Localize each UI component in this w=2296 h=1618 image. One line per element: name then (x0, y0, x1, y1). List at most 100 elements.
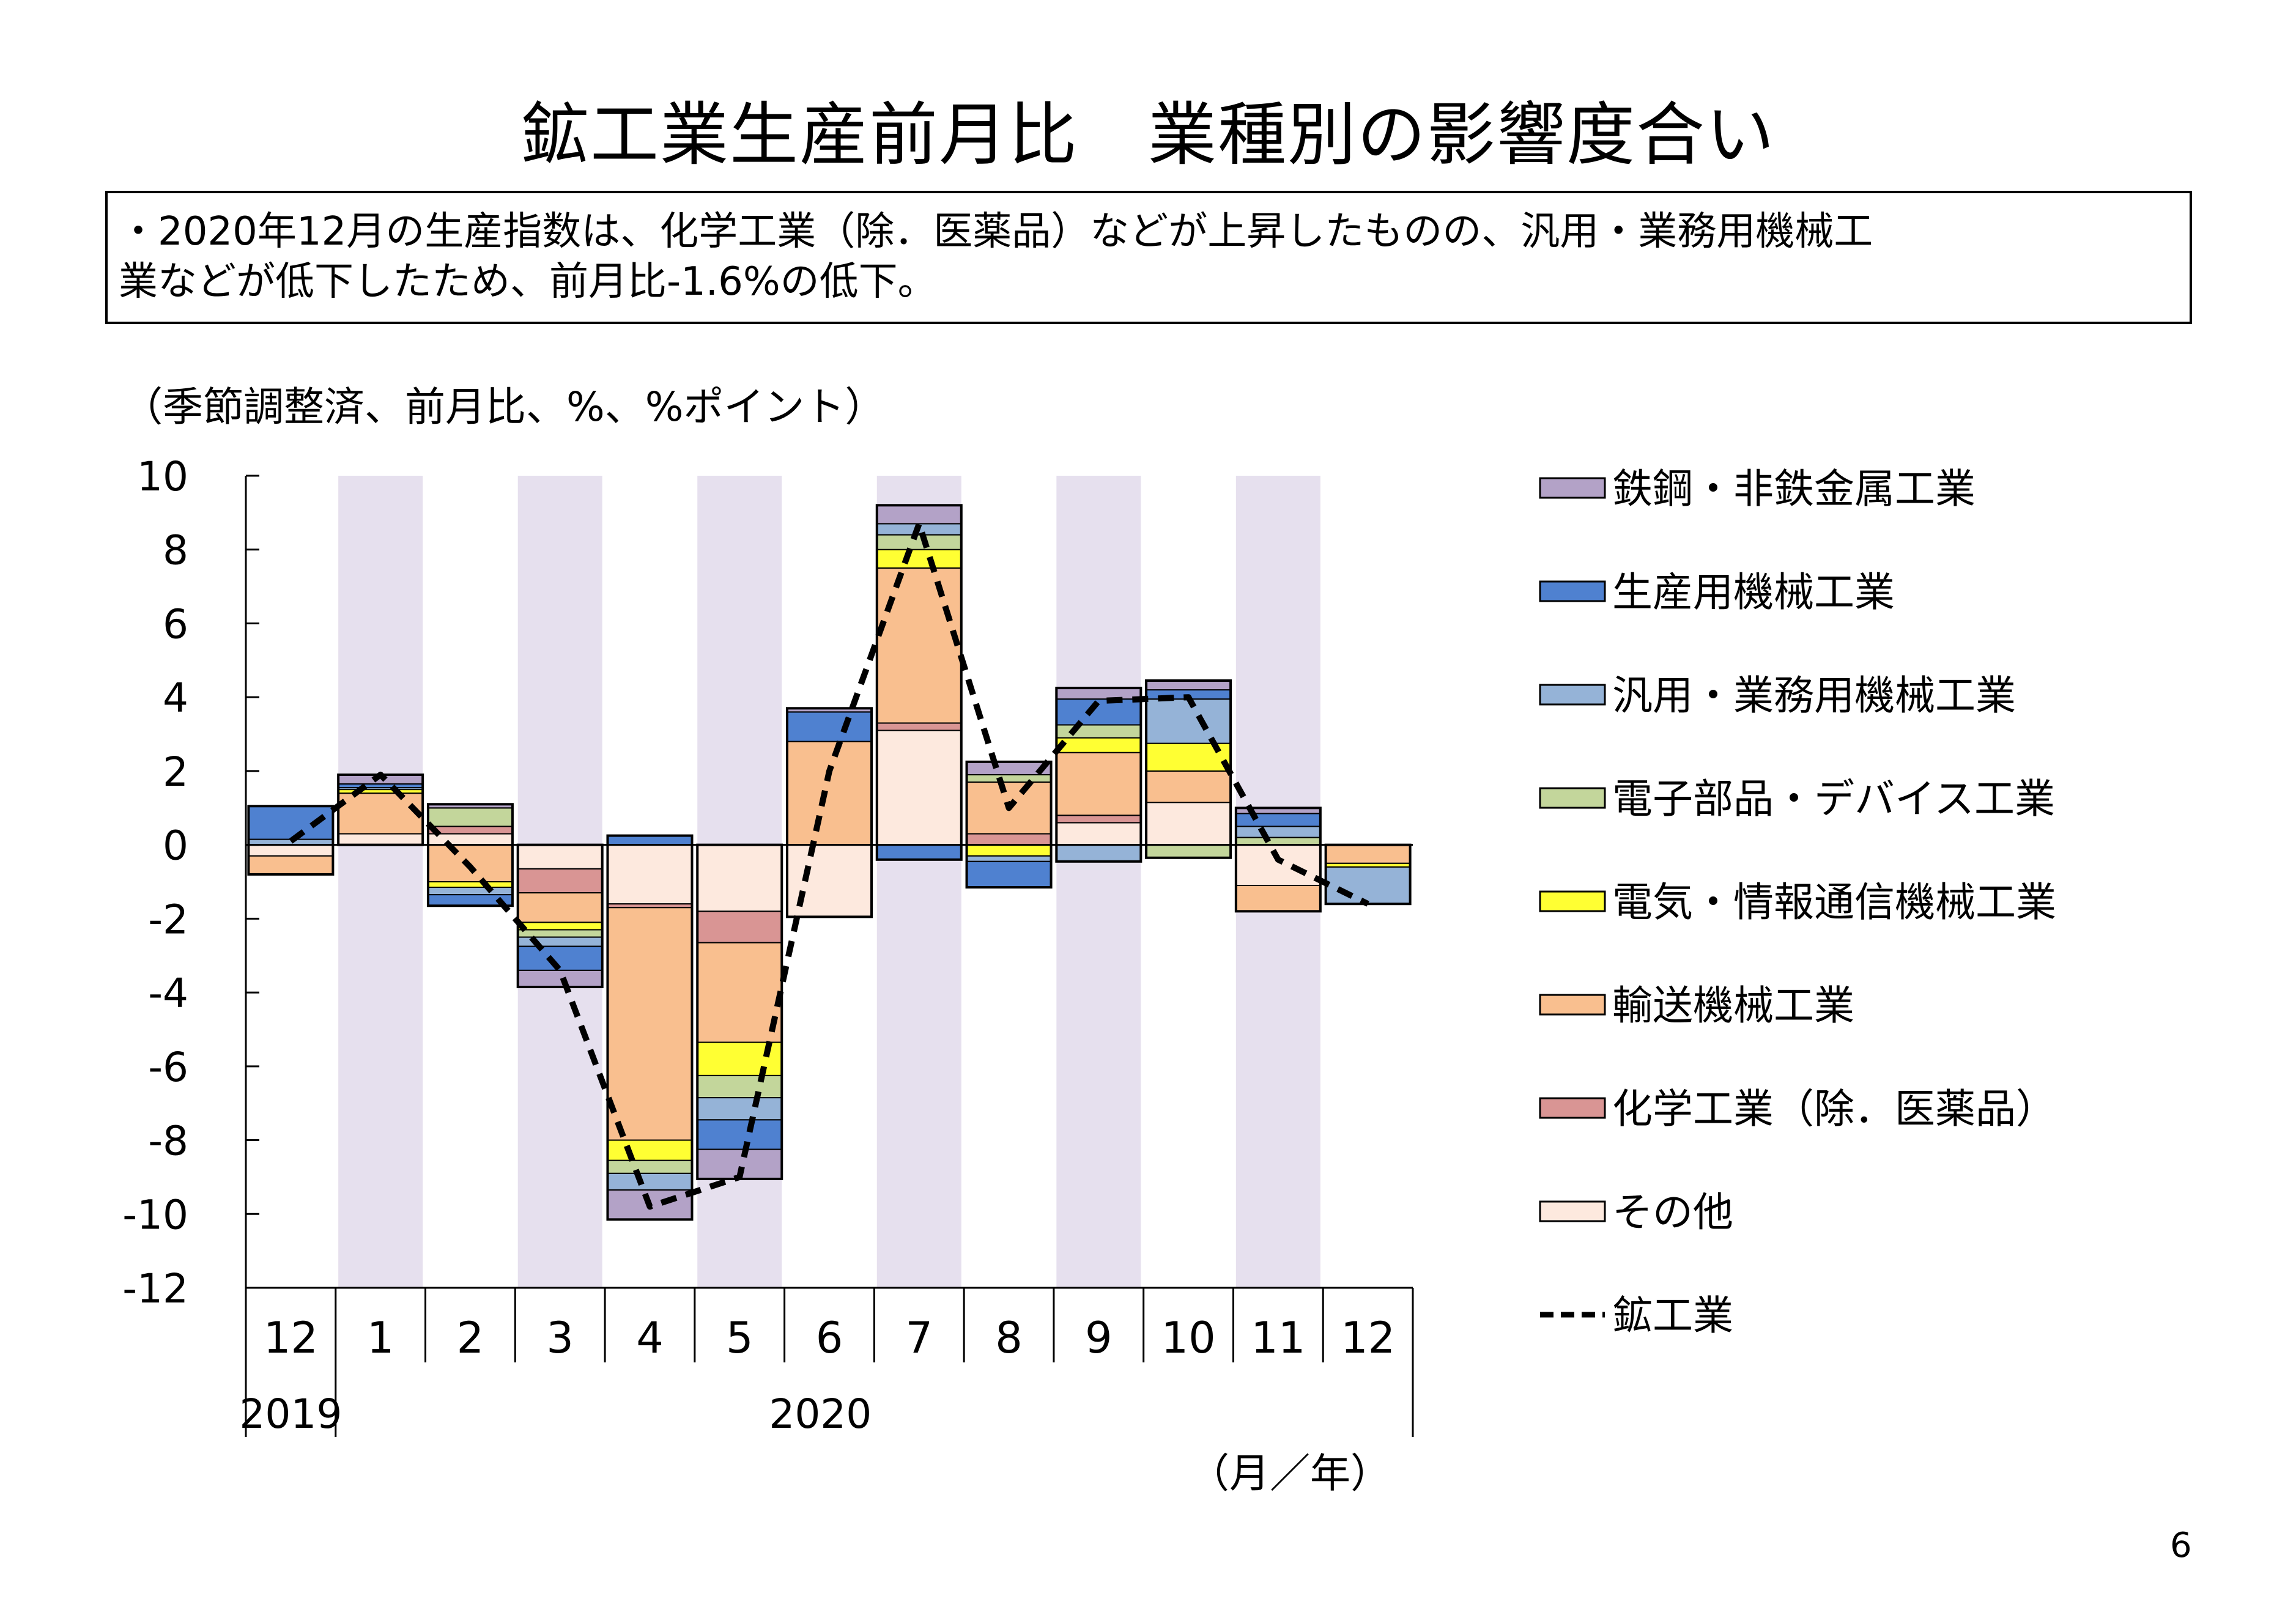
legend-swatch-3 (1539, 787, 1606, 809)
bar-segment-4-3 (517, 929, 603, 938)
y-tick-label: ‑6 (148, 1044, 188, 1091)
bar-segment-2-7 (876, 567, 962, 724)
bar-segment-1-3 (517, 868, 603, 894)
bar-segment-3-9 (1056, 737, 1142, 753)
y-tick-label: 2 (163, 748, 188, 796)
units-note: （季節調整済、前月比、%、%ポイント） (122, 383, 886, 430)
bar-segment-5-12 (1325, 866, 1411, 905)
bar-segment-3-3 (517, 922, 603, 931)
legend-swatch-4 (1539, 890, 1606, 912)
bar-segment-6-4 (607, 835, 693, 846)
bar-segment-4-2 (427, 807, 513, 827)
chart-axes (245, 475, 1414, 1437)
y-tick-label: ‑4 (148, 970, 188, 1017)
bar-segment-6-5 (697, 1119, 783, 1150)
bar-segment-3-2 (427, 881, 513, 888)
bar-segment-4-7 (876, 534, 962, 550)
bar-segment-6-8 (966, 860, 1052, 888)
x-unit-label: （月／年） (1189, 1450, 1391, 1497)
mining-line (289, 520, 1369, 1210)
legend-label-7: その他 (1612, 1189, 1733, 1236)
bar-segment-4-11 (1235, 837, 1321, 846)
y-tick-label: 6 (163, 600, 188, 648)
bar-segment-4-8 (966, 774, 1052, 783)
x-tick-label-10: 10 (1161, 1313, 1216, 1363)
bar-outline-6 (786, 707, 873, 918)
legend-label-3: 電子部品・デバイス工業 (1612, 775, 2055, 822)
bar-outline-4 (606, 834, 694, 1221)
legend-swatch-7 (1539, 1200, 1606, 1222)
legend-swatch-5 (1539, 994, 1606, 1016)
bar-segment-2-9 (1056, 752, 1142, 816)
summary-box: ・2020年12月の生産指数は、化学工業（除．医薬品）などが上昇したものの、汎用… (105, 191, 2192, 324)
bar-segment-5-11 (1235, 826, 1321, 838)
bar-segment-2-0 (248, 855, 334, 875)
y-tick-label: 10 (137, 453, 188, 500)
x-tick-label-1: 1 (367, 1313, 394, 1363)
bar-segment-0-0 (248, 844, 334, 857)
bar-segment-5-9 (1056, 844, 1142, 862)
bar-segment-0-11 (1235, 844, 1321, 887)
bar-segment-0-7 (876, 730, 962, 846)
legend-swatch-6 (1539, 1097, 1606, 1119)
bar-segment-2-5 (697, 942, 783, 1043)
y-tick-label: 8 (163, 527, 188, 574)
legend-label-8: 鉱工業 (1612, 1292, 1733, 1339)
x-tick-label-12: 12 (1341, 1313, 1395, 1363)
bar-segment-3-8 (966, 844, 1052, 857)
bar-segment-1-9 (1056, 815, 1142, 824)
year-label-1: 2020 (769, 1391, 872, 1438)
bar-segment-2-3 (517, 892, 603, 923)
x-tick-label-2: 2 (457, 1313, 484, 1363)
bar-segment-0-5 (697, 844, 783, 912)
bar-segment-5-10 (1146, 698, 1232, 744)
bar-segment-0-10 (1146, 802, 1232, 846)
x-tick-label-8: 8 (995, 1313, 1023, 1363)
bar-segment-6-11 (1235, 813, 1321, 827)
bar-outline-11 (1234, 807, 1322, 913)
bar-segment-4-4 (607, 1159, 693, 1174)
bar-segment-2-6 (787, 741, 872, 846)
x-tick-label-11: 11 (1251, 1313, 1305, 1363)
bar-outline-7 (875, 504, 963, 861)
legend-swatch-2 (1539, 684, 1606, 706)
x-tick-label-4: 4 (636, 1313, 664, 1363)
bar-outline-9 (1055, 687, 1142, 863)
bar-segment-0-2 (427, 833, 513, 846)
bar-segment-0-1 (338, 833, 424, 846)
y-tick-label: 0 (163, 822, 188, 870)
y-tick-label: ‑2 (148, 896, 188, 943)
y-tick-label: ‑10 (122, 1191, 188, 1238)
bar-segment-5-8 (966, 855, 1052, 862)
legend-label-2: 汎用・業務用機械工業 (1612, 672, 2016, 719)
shade-band-1 (338, 476, 423, 1288)
bar-segment-0-9 (1056, 822, 1142, 846)
bar-segment-7-10 (1146, 680, 1232, 691)
bar-segment-1-7 (876, 722, 962, 731)
page-title: 鉱工業生産前月比 業種別の影響度合い (520, 95, 1776, 175)
x-tick-label-6: 6 (816, 1313, 843, 1363)
bar-segment-7-9 (1056, 687, 1142, 700)
bar-segment-5-4 (607, 1172, 693, 1191)
legend-swatch-0 (1539, 477, 1606, 499)
bar-outline-2 (426, 803, 514, 907)
shade-band-9 (1056, 476, 1141, 1288)
bar-segment-7-3 (517, 969, 603, 988)
mining-line-layer (289, 520, 1369, 1210)
year-label-0: 2019 (239, 1391, 342, 1438)
bar-outline-8 (965, 760, 1053, 889)
bar-segment-0-4 (607, 844, 693, 905)
bar-segment-3-7 (876, 549, 962, 569)
summary-line-2: 業などが低下したため、前月比‑1.6%の低下。 (119, 259, 937, 305)
y-tick-label: ‑12 (122, 1265, 188, 1312)
bar-segment-6-9 (1056, 698, 1142, 726)
bar-segment-6-7 (876, 844, 962, 860)
summary-line-1: ・2020年12月の生産指数は、化学工業（除．医薬品）などが上昇したものの、汎用… (119, 209, 1873, 254)
bar-segment-2-12 (1325, 844, 1411, 864)
bar-segment-5-5 (697, 1097, 783, 1121)
legend-label-4: 電気・情報通信機械工業 (1612, 879, 2056, 926)
bar-segment-0-3 (517, 844, 603, 870)
x-tick-label-5: 5 (726, 1313, 754, 1363)
legend-label-5: 輸送機械工業 (1612, 982, 1854, 1029)
